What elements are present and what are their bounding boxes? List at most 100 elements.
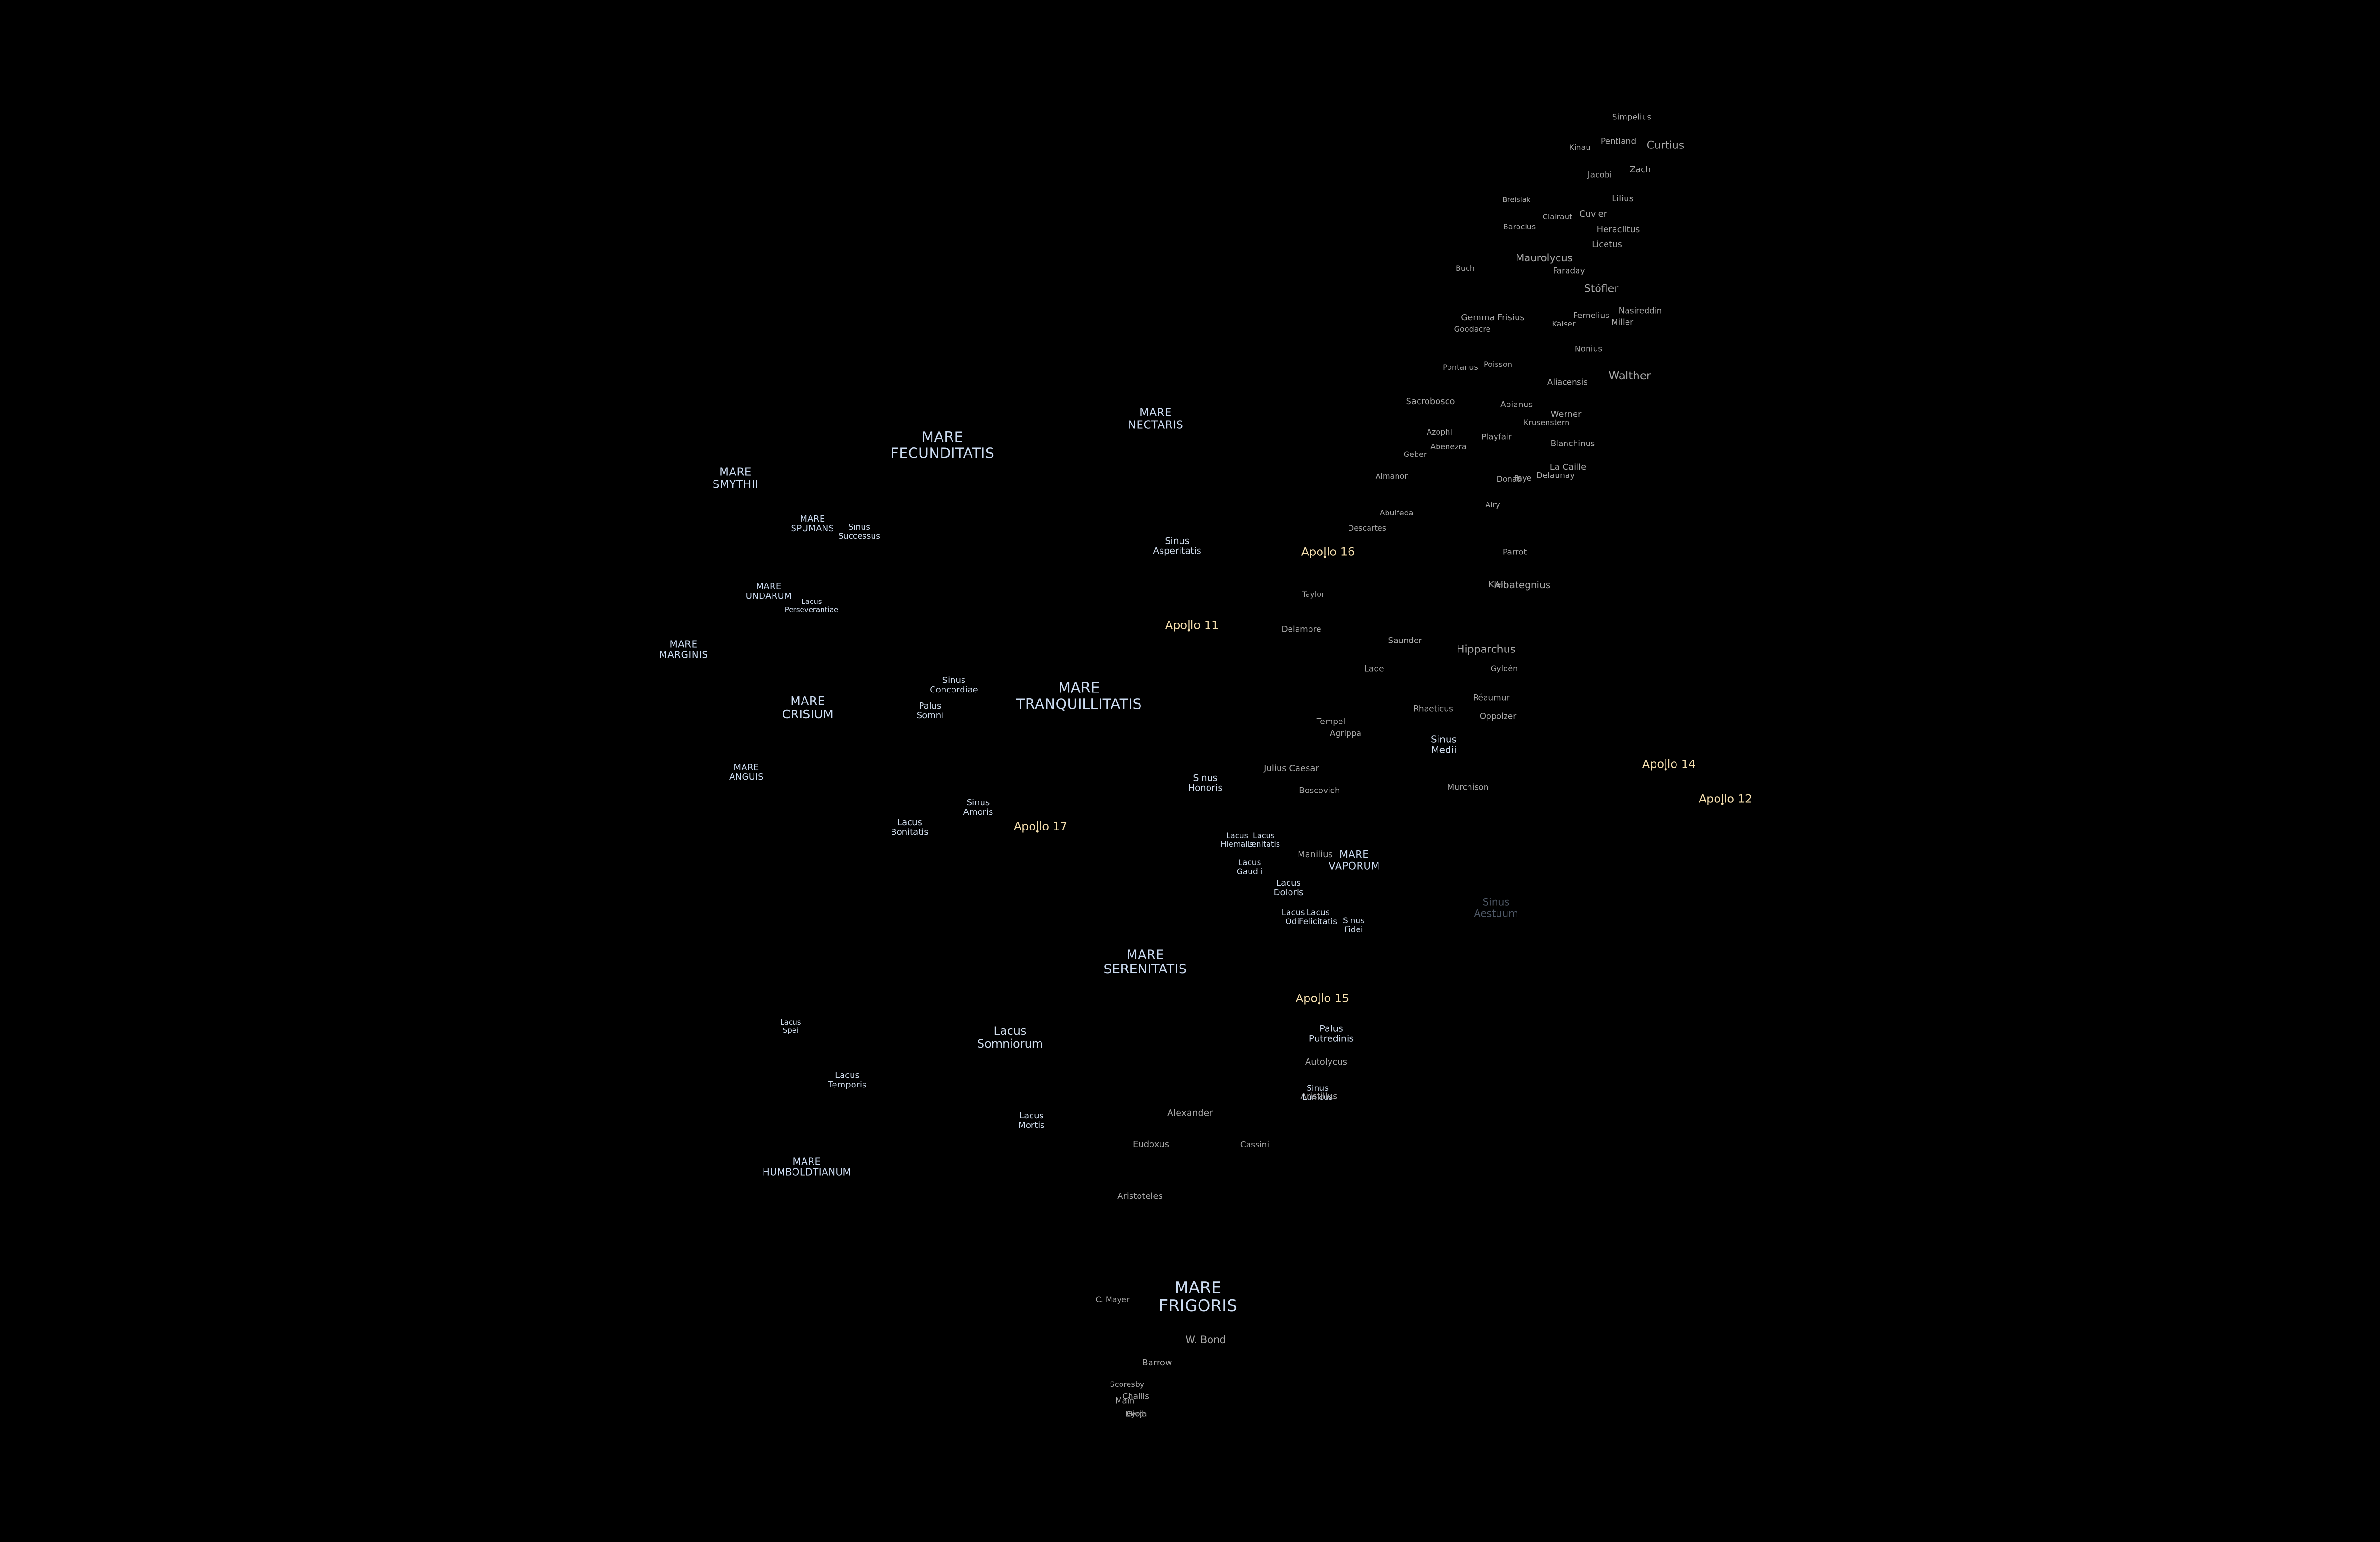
- craters-label-taylor[interactable]: Taylor: [1302, 590, 1324, 599]
- craters-label-c-mayer[interactable]: C. Mayer: [1096, 1295, 1130, 1304]
- maria-label-mare-anguis[interactable]: MARE ANGUIS: [729, 762, 764, 782]
- craters-label-werner[interactable]: Werner: [1551, 409, 1582, 419]
- maria-label-mare-spumans[interactable]: MARE SPUMANS: [791, 514, 834, 534]
- craters-label-abulfeda[interactable]: Abulfeda: [1379, 509, 1413, 517]
- palus-label-palus-somni[interactable]: Palus Somni: [917, 701, 943, 721]
- craters-label-autolycus[interactable]: Autolycus: [1305, 1057, 1347, 1067]
- craters-label-buch[interactable]: Buch: [1456, 264, 1475, 273]
- apollo_sites-label-apollo-15[interactable]: Apollo 15: [1296, 992, 1349, 1005]
- maria-label-mare-serenitatis[interactable]: MARE SERENITATIS: [1104, 948, 1187, 977]
- craters-label-manilius[interactable]: Manilius: [1298, 850, 1333, 860]
- lacus-label-lacus-gaudii[interactable]: Lacus Gaudii: [1237, 858, 1263, 877]
- craters-label-alexander[interactable]: Alexander: [1167, 1108, 1213, 1118]
- sinus-label-sinus-asperitatis[interactable]: Sinus Asperitatis: [1153, 536, 1201, 557]
- craters-label-zach[interactable]: Zach: [1630, 165, 1651, 175]
- sinus-label-sinus-honoris[interactable]: Sinus Honoris: [1188, 773, 1223, 794]
- craters-label-miller[interactable]: Miller: [1611, 318, 1633, 327]
- maria-label-mare-humboldtianum[interactable]: MARE HUMBOLDTIANUM: [763, 1156, 851, 1177]
- apollo_sites-label-apollo-11[interactable]: Apollo 11: [1165, 619, 1219, 632]
- craters-label-azophi[interactable]: Azophi: [1427, 428, 1452, 436]
- craters-label-abenezra[interactable]: Abenezra: [1430, 443, 1467, 451]
- craters-label-descartes[interactable]: Descartes: [1348, 524, 1386, 533]
- craters-label-hipparchus[interactable]: Hipparchus: [1457, 644, 1516, 656]
- craters-label-faye[interactable]: Faye: [1514, 474, 1532, 483]
- apollo_sites-label-apollo-17[interactable]: Apollo 17: [1014, 820, 1068, 833]
- apollo_sites-label-apollo-16[interactable]: Apollo 16: [1301, 545, 1355, 559]
- craters-label-albategnius[interactable]: Albategnius: [1494, 579, 1550, 590]
- craters-label-main[interactable]: Main: [1115, 1396, 1135, 1405]
- lacus-label-lacus-hiemalis[interactable]: Lacus Hiemalis: [1221, 831, 1254, 849]
- craters-label-walther[interactable]: Walther: [1609, 370, 1651, 383]
- sinus-label-sinus-amoris[interactable]: Sinus Amoris: [963, 798, 993, 817]
- craters-label-clairaut[interactable]: Clairaut: [1543, 213, 1573, 221]
- craters-label-nonius[interactable]: Nonius: [1575, 345, 1602, 354]
- craters-label-murchison[interactable]: Murchison: [1448, 783, 1489, 792]
- craters-label-fernelius[interactable]: Fernelius: [1573, 311, 1609, 320]
- sinus-label-sinus-concordiae[interactable]: Sinus Concordiae: [930, 675, 978, 695]
- craters-label-la-caille[interactable]: La Caille: [1550, 462, 1586, 472]
- craters-label-aliacensis[interactable]: Aliacensis: [1547, 378, 1588, 387]
- craters-label-geber[interactable]: Geber: [1404, 450, 1427, 459]
- maria-label-mare-smythii[interactable]: MARE SMYTHII: [713, 466, 758, 491]
- sinus-label-sinus-aestuum[interactable]: Sinus Aestuum: [1474, 897, 1518, 919]
- craters-label-maurolycus[interactable]: Maurolycus: [1516, 253, 1572, 264]
- craters-label-agrippa[interactable]: Agrippa: [1330, 729, 1361, 738]
- sinus-label-sinus-successus[interactable]: Sinus Successus: [838, 523, 880, 541]
- craters-label-saunder[interactable]: Saunder: [1388, 636, 1422, 645]
- lacus-label-lacus-mortis[interactable]: Lacus Mortis: [1018, 1111, 1044, 1130]
- craters-label-oppolzer[interactable]: Oppolzer: [1480, 712, 1516, 721]
- craters-label-rhaeticus[interactable]: Rhaeticus: [1413, 704, 1453, 713]
- craters-label-gioja[interactable]: Gioja: [1126, 1410, 1147, 1419]
- craters-label-simpelius[interactable]: Simpelius: [1612, 113, 1651, 122]
- apollo_sites-label-apollo-12[interactable]: Apollo 12: [1699, 792, 1753, 806]
- craters-label-playfair[interactable]: Playfair: [1481, 433, 1512, 442]
- craters-label-blanchinus[interactable]: Blanchinus: [1551, 439, 1595, 448]
- craters-label-nasireddin[interactable]: Nasireddin: [1619, 306, 1662, 316]
- craters-label-delambre[interactable]: Delambre: [1281, 625, 1321, 634]
- craters-label-cuvier[interactable]: Cuvier: [1579, 209, 1607, 219]
- craters-label-st-fler[interactable]: Stöfler: [1584, 283, 1619, 296]
- maria-label-mare-marginis[interactable]: MARE MARGINIS: [659, 639, 708, 660]
- craters-label-heraclitus[interactable]: Heraclitus: [1597, 225, 1640, 235]
- craters-label-goodacre[interactable]: Goodacre: [1454, 325, 1491, 334]
- lacus-label-lacus-bonitatis[interactable]: Lacus Bonitatis: [891, 818, 928, 837]
- craters-label-aristoteles[interactable]: Aristoteles: [1117, 1191, 1163, 1201]
- craters-label-almanon[interactable]: Almanon: [1376, 472, 1409, 481]
- lacus-label-lacus-spei[interactable]: Lacus Spei: [780, 1018, 801, 1035]
- maria-label-mare-undarum[interactable]: MARE UNDARUM: [746, 582, 792, 601]
- craters-label-poisson[interactable]: Poisson: [1484, 360, 1512, 369]
- craters-label-delaunay[interactable]: Delaunay: [1537, 471, 1575, 480]
- craters-label-aristillus[interactable]: Aristillus: [1301, 1091, 1338, 1101]
- craters-label-eudoxus[interactable]: Eudoxus: [1133, 1139, 1169, 1149]
- lacus-label-lacus-felicitatis[interactable]: Lacus Felicitatis: [1299, 908, 1337, 927]
- craters-label-parrot[interactable]: Parrot: [1503, 548, 1527, 557]
- craters-label-curtius[interactable]: Curtius: [1647, 140, 1685, 152]
- sinus-label-sinus-fidei[interactable]: Sinus Fidei: [1343, 916, 1365, 935]
- craters-label-kinau[interactable]: Kinau: [1569, 143, 1590, 152]
- craters-label-pentland[interactable]: Pentland: [1601, 137, 1636, 146]
- craters-label-lade[interactable]: Lade: [1364, 664, 1384, 673]
- craters-label-julius-caesar[interactable]: Julius Caesar: [1264, 763, 1319, 773]
- craters-label-apianus[interactable]: Apianus: [1500, 400, 1533, 409]
- apollo_sites-label-apollo-14[interactable]: Apollo 14: [1642, 758, 1696, 771]
- craters-label-jacobi[interactable]: Jacobi: [1588, 170, 1612, 179]
- craters-label-gemma-frisius[interactable]: Gemma Frisius: [1461, 313, 1524, 323]
- craters-label-klein[interactable]: Klein: [1488, 580, 1508, 589]
- craters-label-barocius[interactable]: Barocius: [1503, 223, 1536, 231]
- maria-label-mare-nectaris[interactable]: MARE NECTARIS: [1128, 406, 1183, 432]
- craters-label-pontanus[interactable]: Pontanus: [1443, 363, 1478, 372]
- sinus-label-sinus-lunicus[interactable]: Sinus Lunicus: [1302, 1084, 1333, 1102]
- craters-label-sacrobosco[interactable]: Sacrobosco: [1406, 396, 1455, 406]
- craters-label-tempel[interactable]: Tempel: [1317, 717, 1346, 726]
- maria-label-mare-fecunditatis[interactable]: MARE FECUNDITATIS: [891, 429, 995, 461]
- craters-label-r-aumur[interactable]: Réaumur: [1473, 693, 1509, 702]
- maria-label-mare-crisium[interactable]: MARE CRISIUM: [782, 694, 833, 721]
- lacus-label-lacus-somniorum[interactable]: Lacus Somniorum: [977, 1025, 1043, 1050]
- lacus-label-lacus-temporis[interactable]: Lacus Temporis: [828, 1070, 867, 1090]
- maria-label-mare-tranquillitatis[interactable]: MARE TRANQUILLITATIS: [1016, 680, 1142, 712]
- craters-label-gyld-n[interactable]: Gyldén: [1491, 664, 1517, 673]
- maria-label-mare-vaporum[interactable]: MARE VAPORUM: [1329, 849, 1379, 871]
- palus-label-palus-putredinis[interactable]: Palus Putredinis: [1309, 1024, 1354, 1045]
- lacus-label-lacus-odii[interactable]: Lacus Odii: [1282, 908, 1305, 927]
- craters-label-cassini[interactable]: Cassini: [1240, 1140, 1269, 1149]
